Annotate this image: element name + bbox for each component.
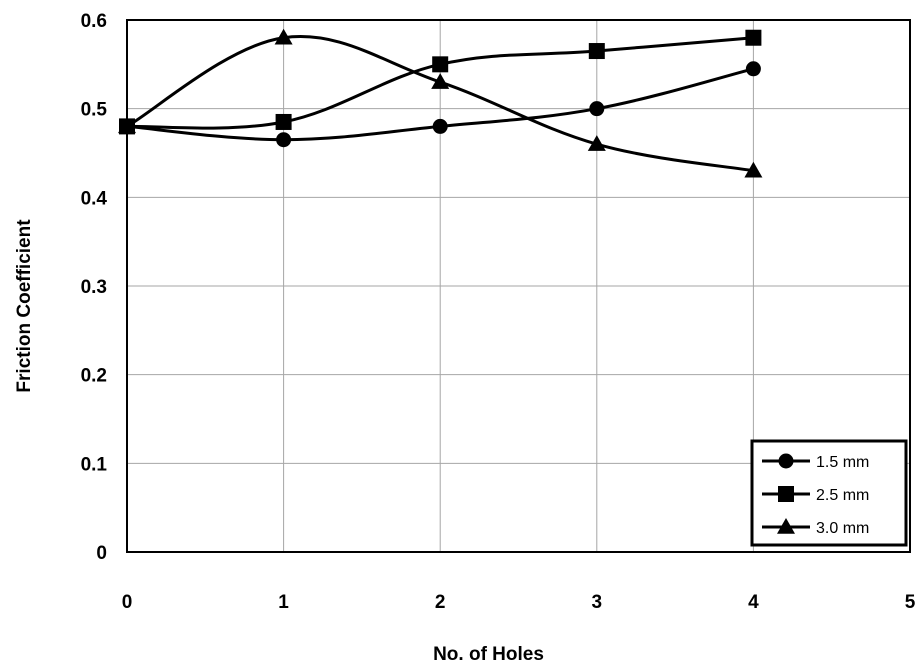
legend-label: 1.5 mm: [816, 454, 869, 471]
data-point-circle: [276, 132, 292, 148]
y-tick-label: 0: [96, 543, 107, 564]
x-tick-label: 1: [278, 592, 289, 613]
x-axis-title: No. of Holes: [433, 644, 544, 665]
y-tick-label: 0.1: [81, 454, 108, 475]
y-tick-label: 0.3: [81, 277, 107, 298]
x-tick-label: 2: [435, 592, 446, 613]
y-tick-labels: 0 0.1 0.2 0.3 0.4 0.5 0.6: [81, 11, 108, 564]
series-3-0-mm: [118, 28, 763, 178]
x-tick-label: 4: [748, 592, 759, 613]
data-point-circle: [432, 118, 448, 134]
legend-marker-circle: [778, 453, 794, 469]
x-tick-label: 0: [122, 592, 133, 613]
data-point-triangle: [274, 28, 293, 45]
data-point-square: [275, 113, 292, 130]
x-tick-labels: 0 1 2 3 4 5: [122, 592, 916, 613]
y-tick-label: 0.2: [81, 366, 107, 387]
y-tick-label: 0.5: [81, 100, 108, 121]
series-layer: [118, 28, 763, 178]
legend-item: 3.0 mm: [762, 518, 869, 537]
data-point-circle: [745, 61, 761, 77]
y-tick-label: 0.4: [81, 188, 108, 209]
legend: 1.5 mm 2.5 mm 3.0 mm: [750, 439, 908, 547]
data-point-triangle: [587, 135, 606, 151]
data-point-triangle: [744, 161, 763, 178]
data-point-square: [588, 43, 605, 60]
legend-item: 1.5 mm: [762, 453, 869, 471]
x-tick-label: 3: [592, 592, 603, 613]
legend-item: 2.5 mm: [762, 486, 869, 504]
data-point-square: [745, 29, 762, 46]
data-point-square: [432, 56, 449, 73]
y-axis-title: Friction Coefficient: [14, 219, 35, 393]
legend-marker-square: [778, 486, 794, 502]
y-tick-label: 0.6: [81, 11, 107, 32]
legend-marker-triangle: [777, 518, 795, 534]
legend-label: 2.5 mm: [816, 487, 869, 504]
legend-label: 3.0 mm: [816, 520, 869, 537]
data-point-circle: [589, 101, 605, 117]
plot-area-frame: [126, 19, 911, 553]
series-1-5-mm: [119, 61, 761, 148]
data-point-triangle: [431, 73, 450, 89]
x-tick-label: 5: [905, 592, 916, 613]
